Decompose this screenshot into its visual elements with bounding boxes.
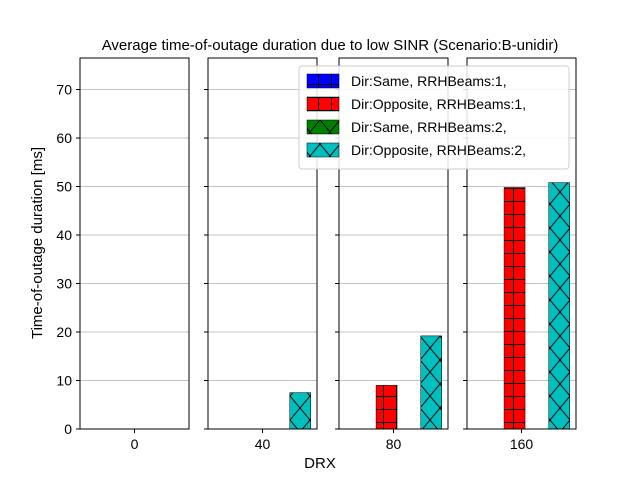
legend: Dir:Same, RRHBeams:1, Dir:Opposite, RRHBe… (298, 65, 570, 170)
y-axis-label: Time-of-outage duration [ms] (29, 147, 46, 339)
x-tick-label: 80 (386, 436, 402, 452)
legend-swatch-hatch (306, 96, 340, 112)
y-tick-label: 30 (56, 276, 72, 292)
panels: 0 40 80 160 (76, 57, 577, 452)
legend-label-2: Dir:Opposite, RRHBeams:1, (351, 96, 526, 112)
y-axis: 0 10 20 30 40 50 60 70 (56, 82, 72, 437)
legend-swatch-hatch (306, 119, 340, 135)
bar-hatch (548, 182, 570, 430)
bar-hatch (420, 335, 442, 430)
y-tick-label: 10 (56, 373, 72, 389)
legend-label-4: Dir:Opposite, RRHBeams:2, (351, 142, 526, 158)
y-tick-label: 0 (64, 421, 72, 437)
y-tick-label: 70 (56, 82, 72, 98)
x-tick-label: 160 (510, 436, 534, 452)
y-tick-label: 50 (56, 179, 72, 195)
chart-title: Average time-of-outage duration due to l… (102, 37, 559, 54)
x-axis-label: DRX (304, 455, 336, 472)
bar-hatch (503, 187, 526, 430)
y-tick-label: 60 (56, 130, 72, 146)
panel-0: 0 (76, 57, 190, 452)
legend-label-3: Dir:Same, RRHBeams:2, (351, 119, 507, 135)
x-tick-label: 0 (131, 436, 139, 452)
bar-hatch (375, 385, 398, 430)
legend-swatch-hatch (306, 142, 340, 158)
x-tick-label: 40 (255, 436, 271, 452)
y-tick-label: 40 (56, 227, 72, 243)
legend-box (298, 65, 570, 170)
bar-hatch (289, 392, 311, 430)
legend-label-1: Dir:Same, RRHBeams:1, (351, 73, 507, 89)
legend-swatch-hatch (306, 73, 340, 89)
y-tick-label: 20 (56, 324, 72, 340)
panel-frame (79, 57, 190, 430)
panel-160: 160 (463, 57, 577, 452)
